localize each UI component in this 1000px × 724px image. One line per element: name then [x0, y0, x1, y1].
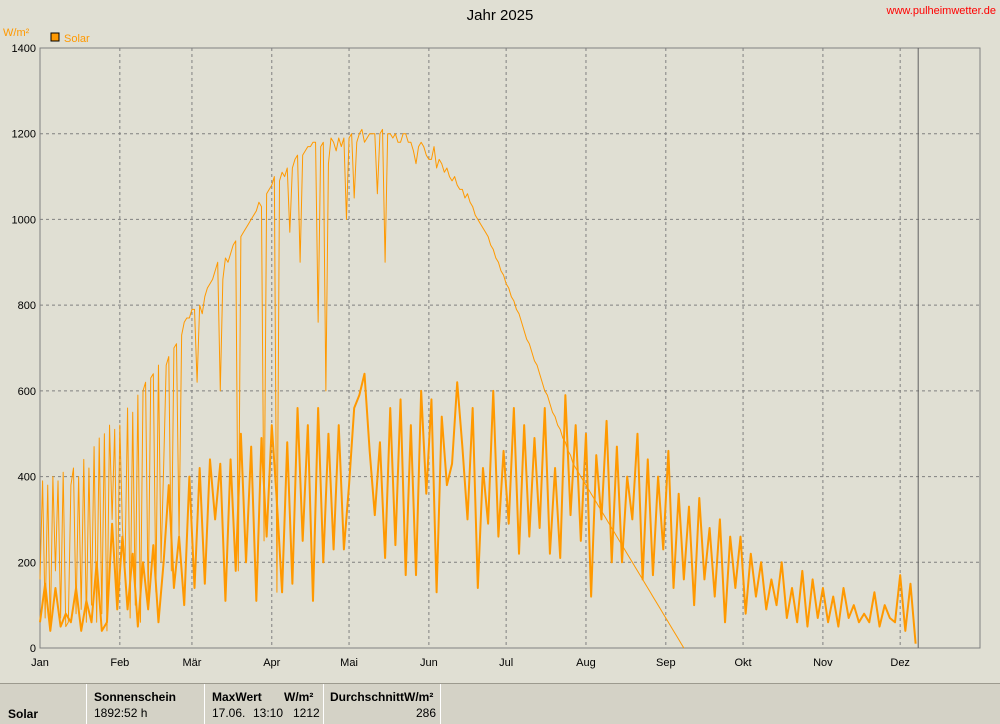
- legend-swatch: [50, 32, 60, 42]
- x-tick-label: Nov: [813, 657, 833, 669]
- x-tick-label: Feb: [110, 657, 129, 669]
- avg-label: DurchschnittW/m²: [330, 690, 434, 704]
- sunshine-cell: Sonnenschein 1892:52 h: [87, 684, 205, 724]
- summary-panel: Solar Sonnenschein 1892:52 h MaxWert W/m…: [0, 683, 1000, 724]
- max-value: 1212: [293, 706, 320, 720]
- y-tick-label: 1200: [12, 129, 36, 141]
- x-tick-label: Jun: [420, 657, 438, 669]
- avg-cell: DurchschnittW/m² 286: [324, 684, 441, 724]
- y-tick-label: 800: [18, 300, 36, 312]
- y-tick-label: 600: [18, 386, 36, 398]
- sunshine-value: 1892:52 h: [94, 706, 148, 720]
- summary-row-cell: Solar: [0, 684, 87, 724]
- avg-value: 286: [416, 706, 437, 720]
- series-line-max: [39, 128, 685, 649]
- max-date: 17.06.: [212, 706, 246, 720]
- max-time: 13:10: [253, 706, 284, 720]
- y-tick-label: 0: [30, 643, 36, 655]
- x-tick-label: Dez: [890, 657, 910, 669]
- x-tick-label: Aug: [576, 657, 596, 669]
- x-tick-label: Sep: [656, 657, 676, 669]
- y-tick-label: 400: [18, 472, 36, 484]
- y-tick-label: 200: [18, 557, 36, 569]
- sunshine-label: Sonnenschein: [94, 690, 177, 704]
- legend-label: Solar: [64, 33, 90, 45]
- x-tick-label: Mär: [182, 657, 201, 669]
- x-tick-label: Okt: [735, 657, 752, 669]
- x-tick-label: Apr: [263, 657, 280, 669]
- y-tick-label: 1000: [12, 214, 36, 226]
- series-line-avg: [39, 372, 917, 644]
- solar-chart: 0 200 400 600 800 1000 1200 1400 Jan Feb Mär Apr Mai…: [3, 7, 981, 669]
- y-tick-label: 1400: [12, 43, 36, 55]
- max-cell: MaxWert W/m² 17.06. 13:10 1212: [205, 684, 324, 724]
- y-axis-label: W/m²: [3, 27, 30, 39]
- x-tick-label: Mai: [340, 657, 358, 669]
- max-label: MaxWert: [212, 690, 262, 704]
- max-unit-label: W/m²: [284, 690, 314, 704]
- site-link[interactable]: www.pulheimwetter.de: [886, 5, 996, 17]
- chart-title: Jahr 2025: [467, 7, 534, 24]
- summary-row-label: Solar: [8, 707, 39, 721]
- x-tick-label: Jan: [31, 657, 49, 669]
- x-tick-label: Jul: [499, 657, 513, 669]
